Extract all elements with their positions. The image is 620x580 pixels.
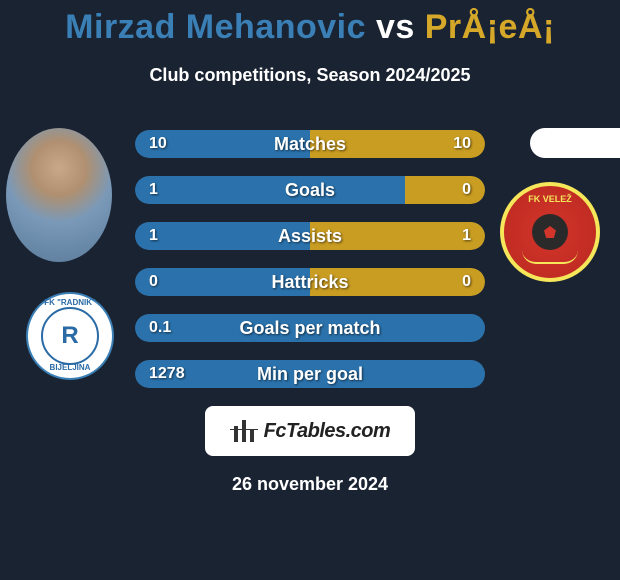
footer-logo-badge: FcTables.com: [205, 406, 415, 456]
club-badge-right: FK VELEŽ: [500, 182, 600, 282]
stat-row: 0Hattricks0: [135, 268, 485, 296]
stat-value-right: 0: [462, 181, 471, 199]
club-right-ball-icon: [532, 214, 568, 250]
club-left-ring-top: FK "RADNIK": [28, 298, 112, 307]
vs-text: vs: [376, 8, 415, 46]
stat-label: Min per goal: [135, 364, 485, 385]
player2-name: PrÅ¡eÅ¡: [425, 8, 555, 46]
stat-label: Goals: [135, 180, 485, 201]
player1-name: Mirzad Mehanovic: [65, 8, 366, 46]
stat-value-right: 10: [453, 135, 471, 153]
stat-row: 1Goals0: [135, 176, 485, 204]
comparison-title: Mirzad Mehanovic vs PrÅ¡eÅ¡: [0, 0, 620, 47]
fctables-logo-icon: [230, 420, 258, 442]
player2-photo: [530, 128, 620, 158]
stat-bars: 10Matches101Goals01Assists10Hattricks00.…: [135, 128, 485, 388]
stat-row: 0.1Goals per match: [135, 314, 485, 342]
club-left-ring-bottom: BIJELJINA: [28, 363, 112, 372]
stat-label: Hattricks: [135, 272, 485, 293]
club-right-arc: [522, 250, 578, 264]
stat-value-right: 0: [462, 273, 471, 291]
stat-value-right: 1: [462, 227, 471, 245]
stat-label: Goals per match: [135, 318, 485, 339]
club-badge-left: FK "RADNIK" R BIJELJINA: [26, 292, 114, 380]
subtitle: Club competitions, Season 2024/2025: [0, 65, 620, 86]
player1-face-placeholder: [6, 128, 112, 262]
stats-area: FK "RADNIK" R BIJELJINA FK VELEŽ 10Match…: [0, 128, 620, 388]
stat-label: Matches: [135, 134, 485, 155]
club-right-ring-top: FK VELEŽ: [504, 194, 596, 204]
stat-row: 1Assists1: [135, 222, 485, 250]
stat-label: Assists: [135, 226, 485, 247]
footer-logo-text: FcTables.com: [264, 420, 391, 443]
stat-row: 1278Min per goal: [135, 360, 485, 388]
player1-photo: [6, 128, 112, 262]
date-line: 26 november 2024: [0, 474, 620, 495]
stat-row: 10Matches10: [135, 130, 485, 158]
club-left-center: R: [41, 307, 100, 366]
